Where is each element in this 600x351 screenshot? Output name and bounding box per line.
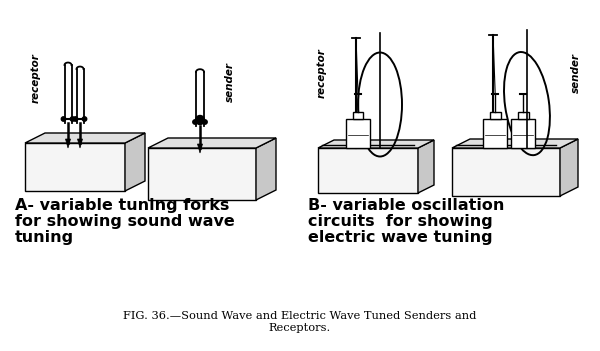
Text: receptor: receptor: [31, 53, 41, 103]
Bar: [511, 119, 535, 148]
Polygon shape: [318, 148, 418, 193]
Polygon shape: [148, 138, 276, 148]
Polygon shape: [65, 139, 71, 148]
Text: receptor: receptor: [317, 48, 327, 98]
Polygon shape: [25, 133, 145, 143]
Circle shape: [61, 117, 66, 121]
Text: sender: sender: [225, 62, 235, 102]
Polygon shape: [418, 140, 434, 193]
Text: for showing sound wave: for showing sound wave: [15, 214, 235, 229]
Text: sender: sender: [571, 53, 581, 93]
Bar: [353, 112, 364, 119]
Polygon shape: [256, 138, 276, 200]
Text: electric wave tuning: electric wave tuning: [308, 230, 493, 245]
Bar: [483, 119, 507, 148]
Polygon shape: [318, 140, 434, 148]
Circle shape: [193, 120, 197, 124]
Polygon shape: [25, 143, 125, 191]
Polygon shape: [452, 148, 560, 196]
Text: tuning: tuning: [15, 230, 74, 245]
Bar: [490, 112, 500, 119]
Polygon shape: [125, 133, 145, 191]
Circle shape: [73, 117, 78, 121]
Bar: [346, 119, 370, 148]
Circle shape: [70, 117, 75, 121]
Polygon shape: [452, 139, 578, 148]
Circle shape: [203, 120, 207, 124]
Text: A- variable tuning forks: A- variable tuning forks: [15, 198, 229, 213]
Circle shape: [82, 117, 87, 121]
Polygon shape: [560, 139, 578, 196]
Polygon shape: [148, 148, 256, 200]
Bar: [518, 112, 529, 119]
Text: circuits  for showing: circuits for showing: [308, 214, 493, 229]
Text: FIG. 36.—Sound Wave and Electric Wave Tuned Senders and
Receptors.: FIG. 36.—Sound Wave and Electric Wave Tu…: [124, 311, 476, 333]
Polygon shape: [197, 144, 203, 153]
Text: B- variable oscillation: B- variable oscillation: [308, 198, 505, 213]
Circle shape: [196, 115, 205, 125]
Polygon shape: [77, 139, 83, 148]
